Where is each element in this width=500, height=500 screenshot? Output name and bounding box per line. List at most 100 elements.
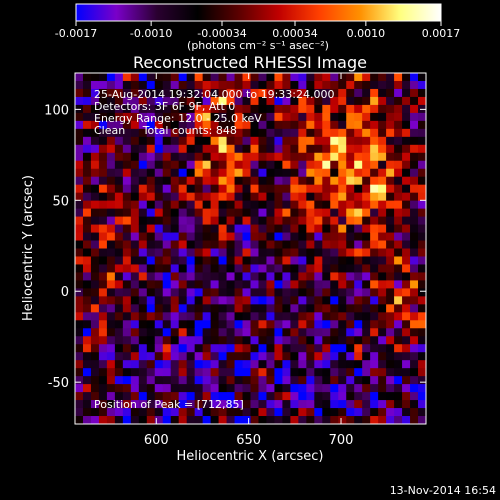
heatmap-cell [138, 304, 148, 313]
heatmap-cell [378, 400, 387, 409]
heatmap-cell [114, 336, 124, 345]
heatmap-cell [314, 248, 323, 258]
heatmap-cell [122, 224, 132, 234]
heatmap-cell [410, 232, 419, 242]
heatmap-cell [290, 96, 299, 106]
heatmap-cell [274, 88, 284, 98]
heatmap-cell [138, 256, 148, 266]
heatmap-cell [154, 384, 164, 393]
heatmap-cell [362, 256, 371, 266]
heatmap-cell [186, 216, 196, 226]
heatmap-cell [90, 376, 100, 385]
heatmap-cell [266, 160, 276, 170]
heatmap-cell [370, 296, 379, 305]
heatmap-cell [290, 320, 299, 329]
heatmap-cell [122, 352, 132, 361]
heatmap-cell [394, 392, 403, 401]
heatmap-cell [75, 360, 84, 369]
heatmap-cell [266, 168, 276, 178]
heatmap-cell [146, 232, 156, 242]
heatmap-cell [162, 288, 172, 297]
heatmap-cell [146, 136, 156, 146]
heatmap-cell [402, 96, 411, 106]
heatmap-cell [178, 400, 188, 409]
heatmap-cell [266, 96, 276, 106]
heatmap-cell [418, 152, 426, 162]
heatmap-cell [90, 176, 100, 186]
heatmap-cell [122, 328, 132, 337]
heatmap-cell [306, 248, 315, 258]
heatmap-cell [394, 176, 403, 186]
heatmap-cell [298, 104, 307, 114]
heatmap-cell [370, 96, 379, 106]
heatmap-cell [242, 352, 252, 361]
heatmap-cell [418, 88, 426, 98]
heatmap-cell [266, 248, 276, 258]
heatmap-cell [298, 128, 307, 138]
annotation-energy-range: Energy Range: 12.0 - 25.0 keV [94, 112, 262, 125]
heatmap-cell [346, 80, 355, 90]
heatmap-cell [274, 344, 284, 353]
heatmap-cell [282, 192, 291, 202]
heatmap-cell [186, 384, 196, 393]
heatmap-cell [282, 232, 291, 242]
heatmap-cell [242, 400, 252, 409]
heatmap-cell [362, 312, 371, 321]
heatmap-cell [330, 208, 339, 218]
heatmap-cell [82, 176, 92, 186]
heatmap-cell [282, 224, 291, 234]
heatmap-cell [274, 320, 284, 329]
heatmap-cell [234, 312, 244, 321]
heatmap-cell [258, 320, 268, 329]
heatmap-cell [386, 392, 395, 401]
heatmap-cell [130, 208, 140, 218]
heatmap-cell [346, 328, 355, 337]
heatmap-cell [282, 152, 291, 162]
heatmap-cell [82, 160, 92, 170]
heatmap-cell [354, 128, 363, 138]
heatmap-cell [178, 408, 188, 417]
heatmap-cell [298, 216, 307, 226]
heatmap-cell [314, 88, 323, 98]
heatmap-cell [226, 208, 236, 218]
heatmap-cell [386, 352, 395, 361]
heatmap-cell [122, 344, 132, 353]
heatmap-cell [322, 232, 331, 242]
heatmap-cell [394, 352, 403, 361]
heatmap-cell [362, 208, 371, 218]
heatmap-cell [186, 392, 196, 401]
heatmap-cell [162, 104, 172, 114]
heatmap-cell [314, 352, 323, 361]
heatmap-cell [370, 400, 379, 409]
heatmap-cell [82, 200, 92, 210]
heatmap-cell [282, 312, 291, 321]
heatmap-cell [338, 160, 347, 170]
heatmap-cell [98, 256, 108, 266]
heatmap-cell [354, 176, 363, 186]
heatmap-cell [402, 80, 411, 90]
heatmap-cell [250, 368, 260, 377]
heatmap-cell [402, 288, 411, 297]
heatmap-cell [162, 352, 172, 361]
heatmap-cell [170, 376, 180, 385]
heatmap-cell [178, 272, 188, 282]
heatmap-cell [130, 272, 140, 282]
heatmap-cell [202, 336, 212, 345]
heatmap-cell [354, 120, 363, 130]
heatmap-cell [298, 120, 307, 130]
heatmap-cell [75, 264, 84, 274]
heatmap-cell [386, 232, 395, 242]
heatmap-cell [234, 400, 244, 409]
heatmap-cell [98, 360, 108, 369]
heatmap-cell [370, 256, 379, 266]
heatmap-cell [226, 280, 236, 289]
heatmap-cell [282, 360, 291, 369]
heatmap-cell [346, 88, 355, 98]
heatmap-cell [202, 160, 212, 170]
heatmap-cell [314, 184, 323, 194]
heatmap-cell [322, 216, 331, 226]
heatmap-cell [202, 96, 212, 106]
heatmap-cell [394, 280, 403, 289]
heatmap-cell [402, 104, 411, 114]
heatmap-cell [75, 160, 84, 170]
